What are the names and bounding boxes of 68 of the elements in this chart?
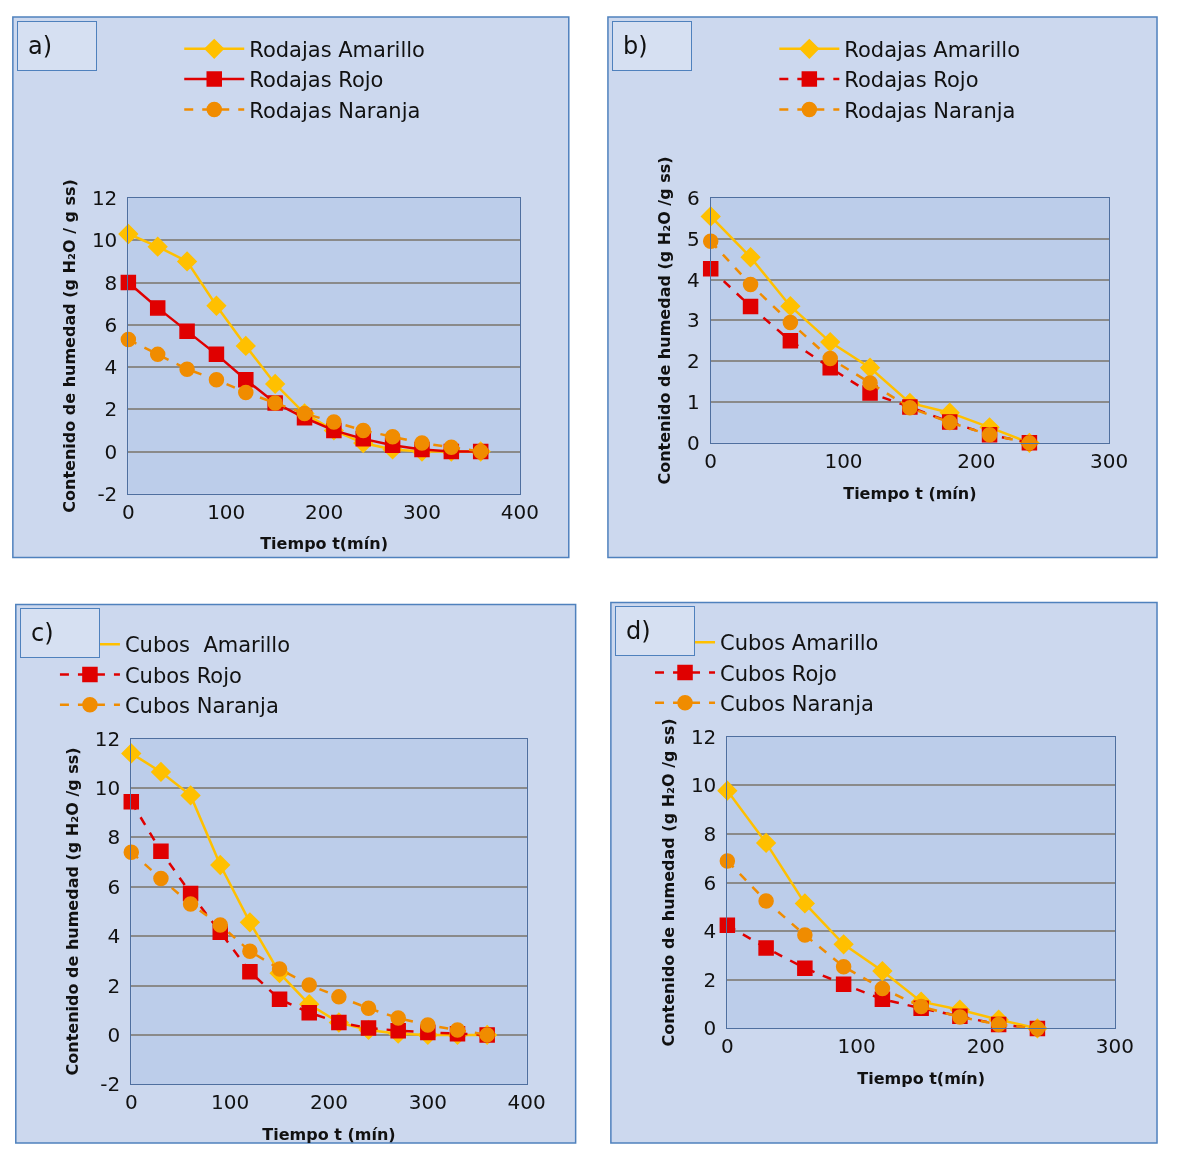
chart-title: c) — [31, 619, 54, 647]
y-tick-label: 1 — [686, 390, 700, 415]
x-tick-label: 300 — [408, 1090, 447, 1115]
y-axis-title: Contenido de humedad (g H₂O / g ss) — [59, 179, 79, 513]
y-tick-label: 10 — [94, 775, 121, 800]
x-tick-label: 300 — [1095, 1034, 1135, 1059]
x-tick-label: 200 — [305, 499, 344, 524]
x-tick-label: 200 — [309, 1090, 349, 1115]
y-axis-title: Contenido de humedad (g H₂O /g ss) — [62, 747, 82, 1076]
y-tick-label: 2 — [686, 349, 700, 374]
chart-title: a) — [28, 32, 53, 60]
y-tick-label: 4 — [703, 919, 717, 944]
x-tick-label: 100 — [207, 499, 246, 524]
legend-label: Rodajas Rojo — [844, 68, 979, 93]
x-tick-label: 100 — [824, 448, 863, 473]
y-axis-title: Contenido de humedad (g H₂O /g ss) — [654, 156, 674, 485]
y-tick-label: 0 — [703, 1016, 717, 1041]
y-axis-title: Contenido de humedad (g H₂O /g ss) — [658, 718, 678, 1047]
x-tick-label: 100 — [211, 1090, 250, 1115]
chart-title: b) — [623, 32, 648, 60]
y-tick-label: 4 — [104, 355, 118, 380]
x-tick-label: 200 — [957, 448, 996, 473]
y-tick-label: 4 — [107, 924, 121, 949]
x-axis-title: Tiempo t(mín) — [260, 534, 388, 554]
y-tick-label: 12 — [690, 724, 717, 749]
x-tick-label: 100 — [837, 1034, 876, 1059]
x-axis-title: Tiempo t (mín) — [262, 1124, 396, 1144]
y-tick-label: 8 — [107, 825, 121, 850]
x-tick-label: 400 — [507, 1090, 546, 1115]
x-tick-label: 0 — [720, 1034, 734, 1059]
legend-label: Cubos Amarillo — [720, 631, 879, 656]
y-tick-label: 6 — [107, 874, 121, 899]
x-tick-label: 0 — [124, 1090, 138, 1115]
y-tick-label: 3 — [686, 308, 700, 333]
x-tick-label: 200 — [966, 1034, 1005, 1059]
y-tick-label: 6 — [703, 870, 717, 895]
legend-label: Cubos Naranja — [720, 692, 874, 717]
x-axis-title: Tiempo t(mín) — [857, 1069, 986, 1089]
x-tick-label: 300 — [402, 499, 442, 524]
legend-label: Cubos Rojo — [720, 661, 837, 686]
y-tick-label: 4 — [686, 267, 700, 292]
y-tick-label: -2 — [97, 481, 118, 506]
y-tick-label: 8 — [703, 821, 717, 846]
y-tick-label: 2 — [104, 397, 118, 422]
y-tick-label: 12 — [94, 726, 121, 751]
x-tick-label: 300 — [1089, 448, 1129, 473]
legend-label: Cubos Naranja — [124, 693, 279, 718]
y-tick-label: 5 — [686, 226, 700, 251]
y-tick-label: -2 — [100, 1072, 121, 1097]
legend-label: Rodajas Naranja — [844, 98, 1016, 123]
x-tick-label: 400 — [500, 499, 539, 524]
legend-label: Rodajas Rojo — [249, 68, 384, 93]
legend-label: Rodajas Amarillo — [844, 37, 1021, 62]
y-tick-label: 10 — [690, 773, 717, 798]
legend-label: Cubos Rojo — [124, 663, 242, 688]
legend-label: Rodajas Amarillo — [249, 37, 425, 62]
y-tick-label: 2 — [107, 973, 121, 998]
y-tick-label: 6 — [104, 312, 118, 337]
y-tick-label: 8 — [104, 270, 118, 295]
y-tick-label: 0 — [686, 430, 700, 455]
y-tick-label: 2 — [703, 967, 717, 992]
legend-label: Cubos Amarillo — [124, 633, 291, 658]
y-tick-label: 12 — [91, 186, 118, 211]
legend-label: Rodajas Naranja — [249, 98, 421, 123]
chart-title: d) — [626, 617, 651, 645]
x-axis-title: Tiempo t (mín) — [843, 483, 977, 503]
y-tick-label: 10 — [91, 228, 118, 253]
y-tick-label: 6 — [686, 186, 700, 211]
